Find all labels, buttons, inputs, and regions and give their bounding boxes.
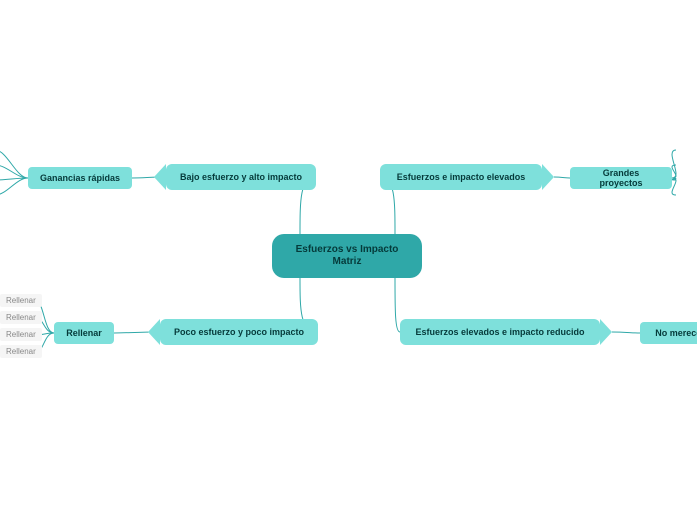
subleaf-bl-2: Rellenar (0, 328, 42, 341)
center-node: Esfuerzos vs ImpactoMatriz (272, 234, 422, 278)
branch-bl: Poco esfuerzo y poco impacto (160, 319, 318, 345)
leaf-br: No merece la pena (640, 322, 697, 344)
mindmap-canvas: Esfuerzos vs ImpactoMatriz Bajo esfuerzo… (0, 0, 697, 520)
branch-tl: Bajo esfuerzo y alto impacto (166, 164, 316, 190)
leaf-bl: Rellenar (54, 322, 114, 344)
subleaf-bl-1: Rellenar (0, 311, 42, 324)
leaf-tl: Ganancias rápidas (28, 167, 132, 189)
subleaf-bl-0: Rellenar (0, 294, 42, 307)
subleaf-bl-3: Rellenar (0, 345, 42, 358)
branch-tr: Esfuerzos e impacto elevados (380, 164, 542, 190)
leaf-tr: Grandes proyectos (570, 167, 672, 189)
branch-br: Esfuerzos elevados e impacto reducido (400, 319, 600, 345)
